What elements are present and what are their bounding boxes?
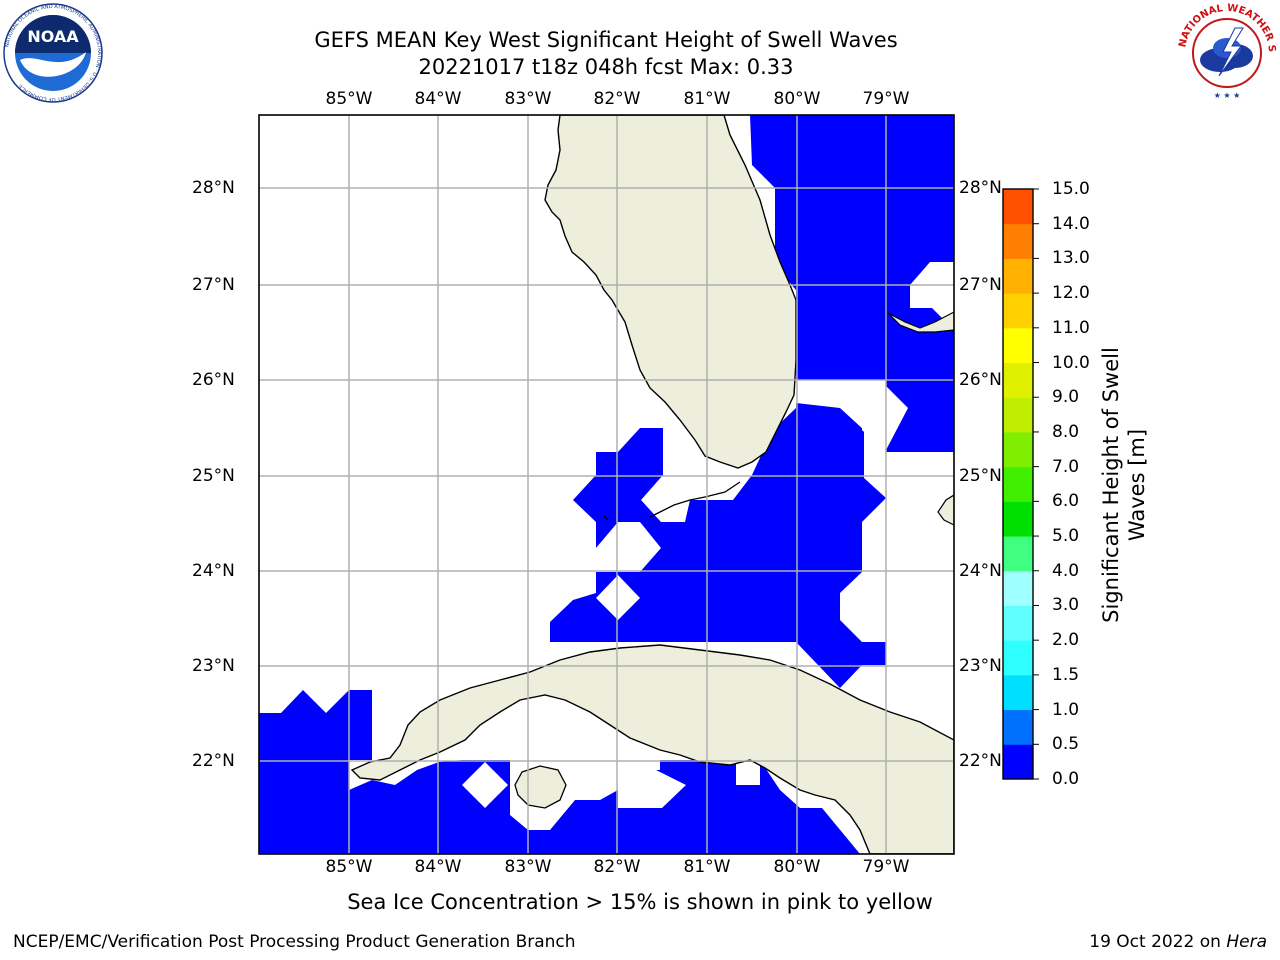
lon-label-bottom: 83°W — [504, 857, 552, 877]
footer-date-text: 19 Oct 2022 on — [1089, 932, 1227, 952]
lat-label-right: 25°N — [959, 466, 1002, 486]
colorbar-tick-label: 13.0 — [1052, 248, 1090, 269]
lon-label-bottom: 84°W — [414, 857, 462, 877]
noaa-logo-icon: NOAA NATIONAL OCEANIC AND ATMOSPHERIC AD… — [3, 3, 103, 103]
lat-label-right: 28°N — [959, 178, 1002, 198]
land-cuba — [350, 644, 954, 854]
lon-label-top: 79°W — [862, 89, 910, 109]
svg-text:★ ★ ★: ★ ★ ★ — [1214, 91, 1241, 100]
lat-label-right: 27°N — [959, 275, 1002, 295]
footer-credit: NCEP/EMC/Verification Post Processing Pr… — [13, 932, 576, 952]
colorbar-tick-label: 10.0 — [1052, 352, 1090, 373]
colorbar-tick-label: 1.0 — [1052, 699, 1080, 720]
lat-label-left: 28°N — [192, 178, 235, 198]
colorbar-tick-label: 6.0 — [1052, 491, 1080, 512]
colorbar-tick-label: 0.5 — [1052, 734, 1080, 755]
swell-region-straits — [550, 403, 886, 688]
colorbar-swatch — [1003, 466, 1033, 502]
colorbar-swatch — [1003, 570, 1033, 606]
colorbar-swatch — [1003, 223, 1033, 259]
colorbar — [1003, 189, 1033, 780]
sea-ice-note-text: Sea Ice Concentration > 15% is shown in … — [347, 890, 933, 914]
lat-label-left: 25°N — [192, 466, 235, 486]
colorbar-frame — [1002, 188, 1034, 780]
sea-ice-note: Sea Ice Concentration > 15% is shown in … — [0, 890, 1280, 914]
colorbar-swatch — [1003, 189, 1033, 225]
lon-label-top: 85°W — [325, 89, 373, 109]
lat-label-right: 24°N — [959, 561, 1002, 581]
lon-label-top: 82°W — [593, 89, 641, 109]
lat-label-left: 26°N — [192, 370, 235, 390]
colorbar-swatch — [1003, 258, 1033, 294]
colorbar-swatch — [1003, 640, 1033, 676]
lat-label-left: 23°N — [192, 656, 235, 676]
footer-date: 19 Oct 2022 on Hera — [1089, 932, 1267, 952]
colorbar-tick-label: 9.0 — [1052, 387, 1080, 408]
map-frame — [258, 114, 955, 855]
colorbar-tick-label: 5.0 — [1052, 526, 1080, 547]
map-title: GEFS MEAN Key West Significant Height of… — [314, 28, 898, 52]
swell-region-caribbean — [259, 690, 860, 854]
colorbar-tick-label: 1.5 — [1052, 664, 1080, 685]
map-subtitle: 20221017 t18z 048h fcst Max: 0.33 — [418, 55, 794, 79]
lat-label-right: 26°N — [959, 370, 1002, 390]
colorbar-tick-label: 8.0 — [1052, 421, 1080, 442]
lat-label-right: 23°N — [959, 656, 1002, 676]
colorbar-tick-label: 7.0 — [1052, 456, 1080, 477]
colorbar-swatch — [1003, 605, 1033, 641]
noaa-text: NOAA — [27, 27, 79, 46]
lat-label-left: 27°N — [192, 275, 235, 295]
swell-region-atlantic — [750, 115, 954, 452]
colorbar-swatch — [1003, 536, 1033, 572]
footer-host: Hera — [1226, 932, 1267, 952]
lat-label-right: 22°N — [959, 751, 1002, 771]
lon-label-bottom: 80°W — [773, 857, 821, 877]
colorbar-tick-label: 4.0 — [1052, 560, 1080, 581]
lon-label-bottom: 81°W — [683, 857, 731, 877]
colorbar-swatch — [1003, 709, 1033, 745]
colorbar-tick-label: 3.0 — [1052, 595, 1080, 616]
lon-label-bottom: 82°W — [593, 857, 641, 877]
colorbar-swatch — [1003, 327, 1033, 364]
colorbar-tick-label: 11.0 — [1052, 317, 1090, 338]
graticule — [259, 115, 954, 854]
lon-label-top: 84°W — [414, 89, 462, 109]
nws-logo-icon: NATIONAL WEATHER SERVICE ★ ★ ★ — [1175, 2, 1277, 102]
colorbar-tick-label: 14.0 — [1052, 213, 1090, 234]
lon-label-top: 83°W — [504, 89, 552, 109]
colorbar-tick-label: 15.0 — [1052, 179, 1090, 199]
lat-label-left: 22°N — [192, 751, 235, 771]
lon-label-top: 81°W — [683, 89, 731, 109]
colorbar-tick-label: 12.0 — [1052, 283, 1090, 304]
lat-label-left: 24°N — [192, 561, 235, 581]
lon-label-bottom: 85°W — [325, 857, 373, 877]
colorbar-swatch — [1003, 362, 1033, 398]
colorbar-tick-label: 2.0 — [1052, 630, 1080, 651]
colorbar-swatch — [1003, 674, 1033, 711]
colorbar-swatch — [1003, 431, 1033, 468]
lon-label-bottom: 79°W — [862, 857, 910, 877]
colorbar-swatch — [1003, 501, 1033, 537]
lon-label-top: 80°W — [773, 89, 821, 109]
colorbar-swatch — [1003, 293, 1033, 329]
colorbar-tick-label: 0.0 — [1052, 769, 1080, 789]
colorbar-swatch — [1003, 397, 1033, 433]
swell-field-layer — [259, 115, 954, 854]
colorbar-swatch — [1003, 744, 1033, 780]
colorbar-label: Significant Height of Swell Waves [m] — [1099, 347, 1149, 623]
